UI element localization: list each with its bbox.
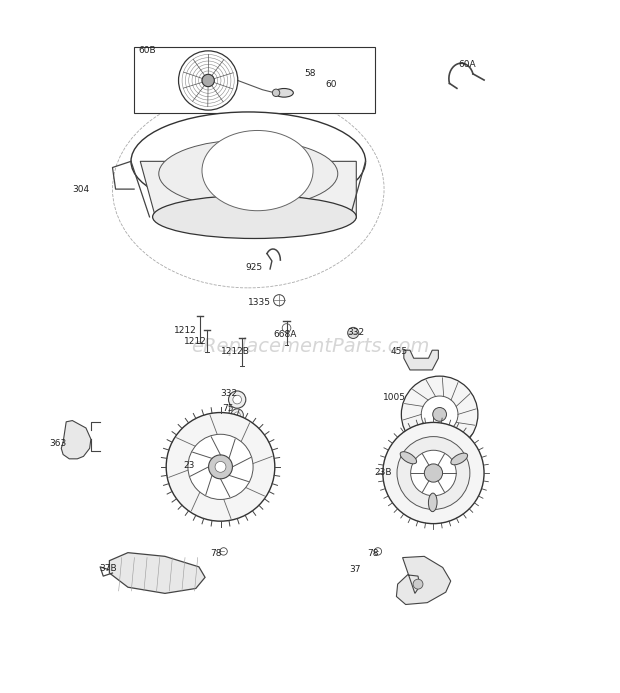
Text: 1212: 1212 <box>174 326 197 335</box>
Text: 455: 455 <box>390 347 407 356</box>
Circle shape <box>410 450 456 495</box>
Ellipse shape <box>451 453 467 465</box>
Polygon shape <box>396 556 451 604</box>
Circle shape <box>208 455 232 479</box>
Circle shape <box>413 579 423 589</box>
Circle shape <box>433 407 446 421</box>
Circle shape <box>421 396 458 432</box>
Ellipse shape <box>153 195 356 238</box>
Text: eReplacementParts.com: eReplacementParts.com <box>191 337 429 356</box>
Circle shape <box>220 547 228 555</box>
Text: 75: 75 <box>223 404 234 413</box>
Circle shape <box>234 412 241 418</box>
Ellipse shape <box>400 452 417 464</box>
Text: 23B: 23B <box>375 468 392 477</box>
Ellipse shape <box>275 89 293 97</box>
Circle shape <box>383 423 484 524</box>
Bar <box>134 47 375 113</box>
Circle shape <box>273 295 285 306</box>
Text: 60B: 60B <box>138 46 156 55</box>
Text: 363: 363 <box>50 439 67 448</box>
Text: 668A: 668A <box>273 330 296 339</box>
Text: 37B: 37B <box>99 564 117 573</box>
Text: 60: 60 <box>326 80 337 89</box>
Polygon shape <box>404 350 438 370</box>
Circle shape <box>166 412 275 521</box>
Text: 78: 78 <box>210 549 221 558</box>
Circle shape <box>233 395 241 404</box>
Circle shape <box>424 464 443 482</box>
Circle shape <box>231 409 243 421</box>
Polygon shape <box>109 552 205 593</box>
Text: 60A: 60A <box>458 60 476 69</box>
Text: 1335: 1335 <box>248 297 272 306</box>
Ellipse shape <box>159 140 338 208</box>
Text: 925: 925 <box>245 263 262 272</box>
Text: 37: 37 <box>349 565 360 574</box>
Circle shape <box>202 74 215 87</box>
Ellipse shape <box>428 493 437 511</box>
Circle shape <box>229 391 246 408</box>
Circle shape <box>348 327 359 338</box>
Polygon shape <box>61 421 91 459</box>
Circle shape <box>401 376 478 453</box>
Circle shape <box>215 462 226 473</box>
Text: 332: 332 <box>221 389 237 398</box>
Text: 1005: 1005 <box>383 393 406 402</box>
Text: 78: 78 <box>368 549 379 558</box>
Circle shape <box>272 89 280 96</box>
Circle shape <box>188 435 253 500</box>
Ellipse shape <box>202 130 313 211</box>
Text: 23: 23 <box>184 461 195 469</box>
Circle shape <box>397 437 470 509</box>
Circle shape <box>374 547 381 555</box>
Text: 1212: 1212 <box>184 337 206 346</box>
Ellipse shape <box>131 112 366 211</box>
Text: 332: 332 <box>347 328 364 337</box>
Text: 1212B: 1212B <box>221 347 249 356</box>
Text: 304: 304 <box>73 184 89 193</box>
Text: 58: 58 <box>304 69 316 78</box>
Polygon shape <box>140 161 356 218</box>
